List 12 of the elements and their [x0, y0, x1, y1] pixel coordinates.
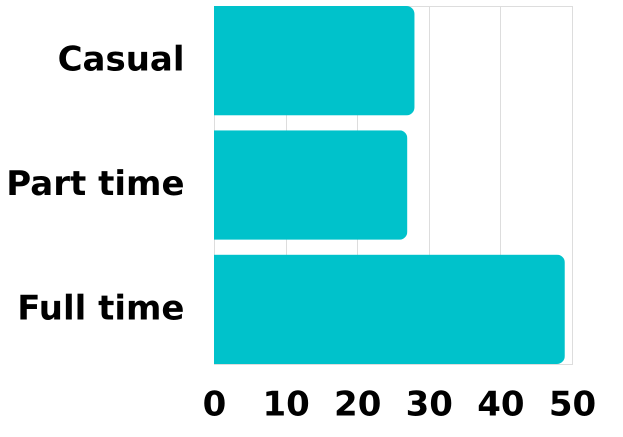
bar [214, 254, 565, 364]
x-tick-label: 0 [202, 384, 226, 424]
y-tick-label: Casual [58, 40, 184, 80]
y-tick-label: Full time [17, 288, 184, 328]
bar [214, 6, 414, 116]
y-tick-label: Part time [6, 164, 184, 204]
x-tick-label: 20 [334, 384, 382, 424]
x-tick-label: 40 [477, 384, 525, 424]
x-tick-label: 10 [262, 384, 310, 424]
x-tick-label: 50 [548, 384, 596, 424]
x-tick-label: 30 [406, 384, 453, 424]
bar [214, 130, 408, 240]
